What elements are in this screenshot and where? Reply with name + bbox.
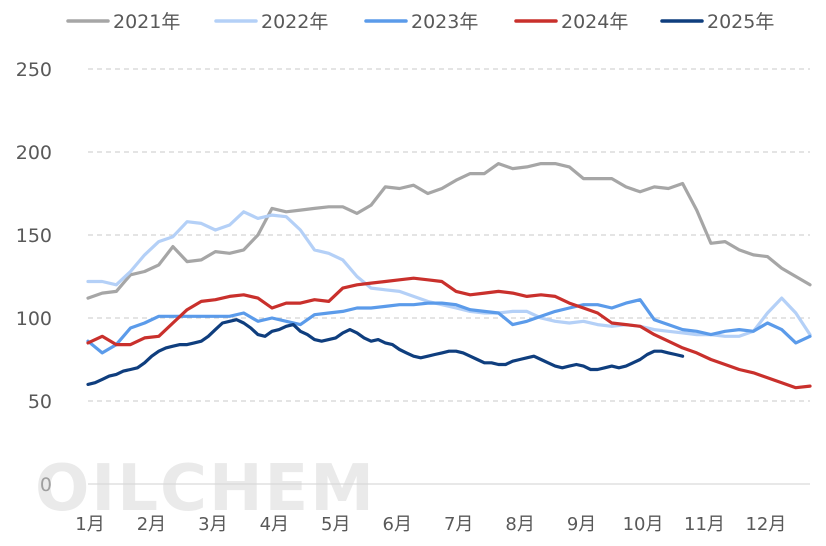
y-tick-label: 50: [28, 391, 52, 413]
x-axis: 1月 2月 3月 4月 5月 6月 7月 8月 9月 10月 11月 12月: [75, 483, 810, 535]
y-tick-label: 100: [16, 308, 52, 330]
legend-label: 2024年: [561, 11, 628, 33]
grid-lines: [88, 68, 810, 402]
x-tick-label: 6月: [383, 514, 412, 535]
series-line-2021年: [86, 162, 812, 300]
x-tick-label: 9月: [567, 514, 596, 535]
y-tick-label: 250: [16, 59, 52, 81]
watermark: OILCHEM: [35, 452, 376, 526]
x-tick-label: 10月: [623, 514, 664, 535]
y-axis: 0 50 100 150 200 250: [16, 59, 52, 496]
legend-label: 2021年: [113, 11, 180, 33]
legend-label: 2022年: [261, 11, 328, 33]
x-tick-label: 7月: [444, 514, 473, 535]
series-line-2024年: [86, 276, 812, 390]
x-tick-label: 8月: [505, 514, 534, 535]
y-tick-label: 0: [40, 474, 52, 496]
x-tick-label: 1月: [75, 514, 104, 535]
x-tick-label: 12月: [745, 514, 786, 535]
x-tick-label: 2月: [137, 514, 166, 535]
x-tick-label: 3月: [198, 514, 227, 535]
series-line-2025年: [86, 318, 685, 386]
x-tick-label: 4月: [260, 514, 289, 535]
series-line-2023年: [86, 298, 812, 355]
y-tick-label: 150: [16, 225, 52, 247]
x-tick-label: 5月: [321, 514, 350, 535]
series-line-2022年: [86, 210, 812, 338]
series-lines: [86, 162, 812, 390]
x-tick-label: 11月: [684, 514, 725, 535]
legend-label: 2025年: [707, 11, 774, 33]
legend: 2021年 2022年 2023年 2024年 2025年: [66, 11, 774, 33]
y-tick-label: 200: [16, 142, 52, 164]
legend-label: 2023年: [411, 11, 478, 33]
